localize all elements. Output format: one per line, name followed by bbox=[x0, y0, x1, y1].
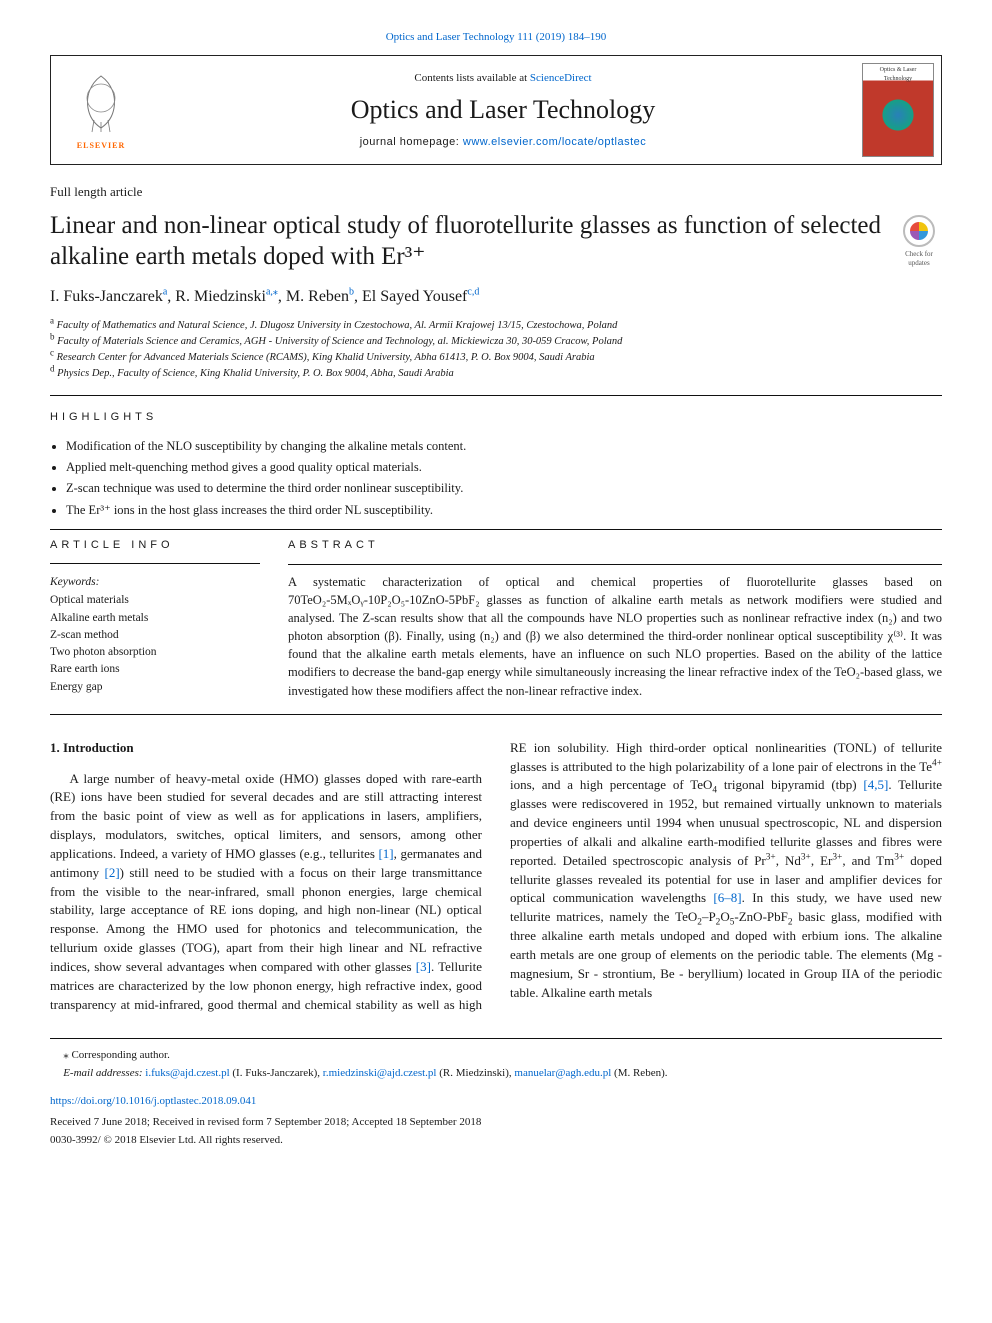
affiliation: d Physics Dep., Faculty of Science, King… bbox=[50, 366, 942, 382]
crossmark-label: Check for updates bbox=[905, 250, 933, 268]
homepage-prefix: journal homepage: bbox=[360, 136, 463, 148]
footnotes: ⁎ Corresponding author. E-mail addresses… bbox=[50, 1038, 942, 1149]
highlights-label: HIGHLIGHTS bbox=[50, 410, 942, 425]
affiliation: c Research Center for Advanced Materials… bbox=[50, 350, 942, 366]
header-center: Contents lists available at ScienceDirec… bbox=[151, 56, 855, 164]
divider bbox=[50, 563, 260, 564]
doi-link[interactable]: https://doi.org/10.1016/j.optlastec.2018… bbox=[50, 1095, 256, 1107]
keyword: Energy gap bbox=[50, 679, 260, 696]
aff-link[interactable]: c,d bbox=[467, 287, 479, 298]
divider bbox=[288, 564, 942, 565]
author: El Sayed Yousefc,d bbox=[362, 288, 479, 305]
affiliation: b Faculty of Materials Science and Ceram… bbox=[50, 334, 942, 350]
contents-list-line: Contents lists available at ScienceDirec… bbox=[151, 71, 855, 86]
aff-link[interactable]: a bbox=[163, 287, 167, 298]
email-who: (R. Miedzinski) bbox=[439, 1067, 509, 1079]
abstract-label: ABSTRACT bbox=[288, 538, 942, 554]
email-label: E-mail addresses: bbox=[63, 1067, 145, 1079]
crossmark-icon bbox=[902, 214, 936, 248]
affiliation: a Faculty of Mathematics and Natural Sci… bbox=[50, 318, 942, 334]
email-link[interactable]: i.fuks@ajd.czest.pl bbox=[145, 1067, 229, 1079]
email-who: (M. Reben) bbox=[614, 1067, 665, 1079]
ref-link[interactable]: [4,5] bbox=[863, 777, 888, 792]
citation-line: Optics and Laser Technology 111 (2019) 1… bbox=[50, 30, 942, 45]
keywords-label: Keywords: bbox=[50, 574, 260, 590]
keyword: Two photon absorption bbox=[50, 644, 260, 661]
citation-link[interactable]: Optics and Laser Technology 111 (2019) 1… bbox=[386, 31, 607, 43]
cover-thumb-cell: Optics & Laser Technology bbox=[855, 56, 941, 164]
publisher-logo-cell: ELSEVIER bbox=[51, 56, 151, 164]
article-info-label: ARTICLE INFO bbox=[50, 538, 260, 553]
email-link[interactable]: r.miedzinski@ajd.czest.pl bbox=[323, 1067, 437, 1079]
divider bbox=[50, 714, 942, 715]
email-link[interactable]: manuelar@agh.edu.pl bbox=[514, 1067, 611, 1079]
corresponding-note: ⁎ Corresponding author. bbox=[50, 1047, 942, 1065]
article-type: Full length article bbox=[50, 183, 942, 201]
highlight-item: Z-scan technique was used to determine t… bbox=[66, 478, 942, 499]
article-title: Linear and non-linear optical study of f… bbox=[50, 210, 884, 273]
email-line: E-mail addresses: i.fuks@ajd.czest.pl (I… bbox=[50, 1065, 942, 1083]
copyright-line: 0030-3992/ © 2018 Elsevier Ltd. All righ… bbox=[50, 1132, 942, 1150]
author-list: I. Fuks-Janczareka, R. Miedzinskia,⁎, M.… bbox=[50, 286, 942, 308]
highlights-list: Modification of the NLO susceptibility b… bbox=[50, 436, 942, 521]
affiliation-list: a Faculty of Mathematics and Natural Sci… bbox=[50, 318, 942, 381]
highlight-item: Modification of the NLO susceptibility b… bbox=[66, 436, 942, 457]
journal-cover-thumbnail[interactable]: Optics & Laser Technology bbox=[862, 63, 934, 157]
sciencedirect-link[interactable]: ScienceDirect bbox=[530, 72, 592, 84]
journal-header: ELSEVIER Contents lists available at Sci… bbox=[50, 55, 942, 165]
highlight-item: Applied melt-quenching method gives a go… bbox=[66, 457, 942, 478]
divider bbox=[50, 395, 942, 396]
info-abstract-row: ARTICLE INFO Keywords: Optical materials… bbox=[50, 538, 942, 700]
section-heading: 1. Introduction bbox=[50, 739, 482, 758]
author: I. Fuks-Janczareka bbox=[50, 288, 167, 305]
author: R. Miedzinskia,⁎ bbox=[175, 288, 278, 305]
ref-link[interactable]: [3] bbox=[416, 959, 431, 974]
highlight-item: The Er³⁺ ions in the host glass increase… bbox=[66, 500, 942, 521]
keyword: Rare earth ions bbox=[50, 661, 260, 678]
contents-prefix: Contents lists available at bbox=[414, 72, 529, 84]
ref-link[interactable]: [1] bbox=[378, 846, 393, 861]
corresponding-link[interactable]: ⁎ bbox=[273, 287, 278, 298]
abstract-text: A systematic characterization of optical… bbox=[288, 573, 942, 700]
divider bbox=[50, 529, 942, 530]
doi-line: https://doi.org/10.1016/j.optlastec.2018… bbox=[50, 1093, 942, 1111]
cover-label: Optics & Laser Technology bbox=[880, 67, 917, 81]
journal-homepage-line: journal homepage: www.elsevier.com/locat… bbox=[151, 135, 855, 150]
homepage-link[interactable]: www.elsevier.com/locate/optlastec bbox=[463, 136, 646, 148]
history-line: Received 7 June 2018; Received in revise… bbox=[50, 1114, 942, 1132]
aff-link[interactable]: a, bbox=[266, 287, 273, 298]
ref-link[interactable]: [6–8] bbox=[713, 890, 741, 905]
keyword: Z-scan method bbox=[50, 627, 260, 644]
crossmark-badge[interactable]: Check for updates bbox=[896, 214, 942, 270]
elsevier-tree-icon bbox=[70, 70, 132, 138]
body-paragraph: A large number of heavy-metal oxide (HMO… bbox=[50, 739, 942, 1015]
ref-link[interactable]: [2] bbox=[104, 865, 119, 880]
journal-name: Optics and Laser Technology bbox=[151, 92, 855, 128]
author: M. Rebenb bbox=[286, 288, 354, 305]
aff-link[interactable]: b bbox=[349, 287, 354, 298]
publisher-name: ELSEVIER bbox=[77, 141, 125, 150]
abstract-col: ABSTRACT A systematic characterization o… bbox=[288, 538, 942, 700]
keyword: Optical materials bbox=[50, 592, 260, 609]
elsevier-logo[interactable]: ELSEVIER bbox=[70, 70, 132, 151]
email-who: (I. Fuks-Janczarek) bbox=[232, 1067, 317, 1079]
article-info-col: ARTICLE INFO Keywords: Optical materials… bbox=[50, 538, 260, 700]
keyword: Alkaline earth metals bbox=[50, 610, 260, 627]
body-columns: 1. Introduction A large number of heavy-… bbox=[50, 739, 942, 1015]
